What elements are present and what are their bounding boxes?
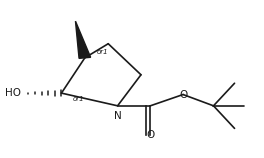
Text: or1: or1 — [97, 49, 108, 55]
Text: or1: or1 — [73, 96, 85, 102]
Text: O: O — [179, 90, 187, 100]
Text: N: N — [114, 111, 121, 121]
Text: HO: HO — [4, 88, 21, 98]
Text: O: O — [146, 131, 154, 140]
Polygon shape — [76, 21, 91, 58]
